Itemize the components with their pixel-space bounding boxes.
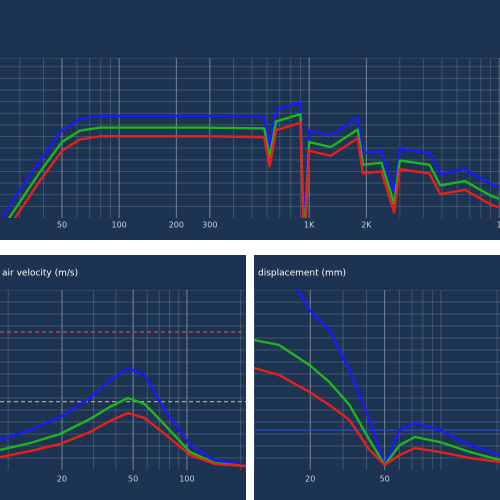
plot-area [0, 58, 500, 218]
x-tick-label: 1K [304, 221, 315, 230]
series-line [0, 101, 500, 218]
series-line [295, 290, 500, 467]
series-line [0, 411, 246, 468]
chart-title: air velocity (m/s) [2, 269, 78, 279]
plot-area [0, 290, 246, 470]
series-line [254, 366, 500, 467]
series-line [7, 112, 500, 218]
series-line [0, 396, 246, 468]
x-tick-label: 100 [179, 475, 194, 484]
x-tick-label: 2K [361, 221, 372, 230]
series-line [254, 338, 500, 467]
chart-title: displacement (mm) [258, 269, 346, 279]
plot-area [254, 290, 500, 470]
series-line [0, 366, 246, 467]
displacement-panel [254, 255, 500, 500]
x-tick-label: 50 [380, 475, 390, 484]
x-tick-label: 1 [497, 221, 500, 230]
x-tick-label: 20 [57, 475, 67, 484]
series-line [13, 121, 500, 218]
x-tick-label: 200 [169, 221, 184, 230]
x-tick-label: 50 [128, 475, 138, 484]
x-tick-label: 100 [112, 221, 127, 230]
x-tick-label: 20 [305, 475, 315, 484]
velocity-panel [0, 255, 246, 500]
top-panel [0, 0, 500, 240]
x-tick-label: 50 [57, 221, 67, 230]
x-tick-label: 300 [202, 221, 217, 230]
